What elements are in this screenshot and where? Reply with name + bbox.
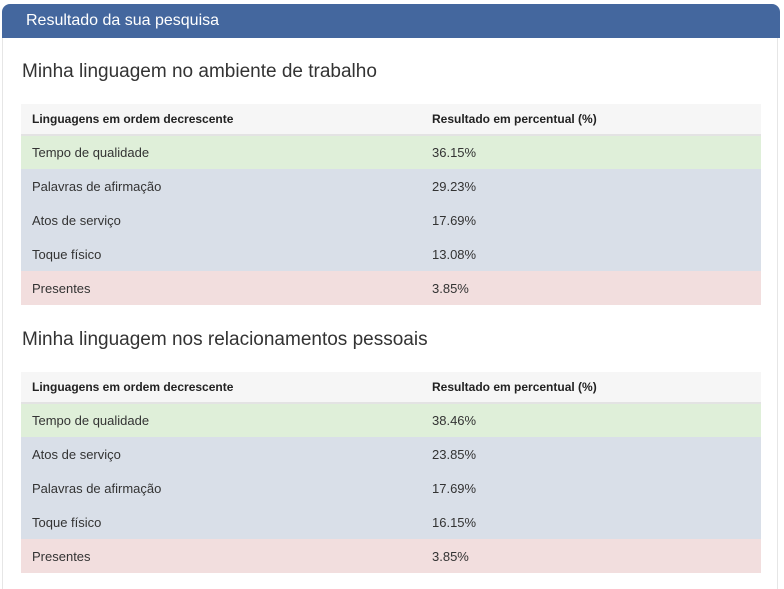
language-cell: Palavras de afirmação [21, 169, 421, 203]
percent-cell: 17.69% [421, 203, 761, 237]
section-title-personal: Minha linguagem nos relacionamentos pess… [22, 329, 428, 350]
column-header-percent: Resultado em percentual (%) [421, 104, 761, 136]
percent-cell: 17.69% [421, 471, 761, 505]
language-cell: Tempo de qualidade [21, 135, 421, 169]
language-cell: Toque físico [21, 237, 421, 271]
panel-body [2, 38, 778, 589]
table-header-row: Linguagens em ordem decrescente Resultad… [21, 104, 761, 136]
percent-cell: 16.15% [421, 505, 761, 539]
table-row: Palavras de afirmação 17.69% [21, 471, 761, 505]
language-cell: Atos de serviço [21, 203, 421, 237]
table-row: Toque físico 16.15% [21, 505, 761, 539]
percent-cell: 3.85% [421, 539, 761, 573]
table-row: Atos de serviço 23.85% [21, 437, 761, 471]
language-cell: Presentes [21, 271, 421, 305]
column-header-language: Linguagens em ordem decrescente [21, 372, 421, 404]
column-header-language: Linguagens em ordem decrescente [21, 104, 421, 136]
table-header-row: Linguagens em ordem decrescente Resultad… [21, 372, 761, 404]
language-cell: Presentes [21, 539, 421, 573]
results-table-work: Linguagens em ordem decrescente Resultad… [21, 104, 761, 305]
table-row: Presentes 3.85% [21, 539, 761, 573]
results-table-personal: Linguagens em ordem decrescente Resultad… [21, 372, 761, 573]
panel-header: Resultado da sua pesquisa [2, 4, 780, 38]
section-title-work: Minha linguagem no ambiente de trabalho [22, 61, 377, 82]
language-cell: Atos de serviço [21, 437, 421, 471]
language-cell: Toque físico [21, 505, 421, 539]
language-cell: Palavras de afirmação [21, 471, 421, 505]
percent-cell: 36.15% [421, 135, 761, 169]
percent-cell: 38.46% [421, 403, 761, 437]
table-row: Presentes 3.85% [21, 271, 761, 305]
table-row: Atos de serviço 17.69% [21, 203, 761, 237]
percent-cell: 23.85% [421, 437, 761, 471]
panel-title: Resultado da sua pesquisa [26, 12, 220, 29]
table-row: Tempo de qualidade 36.15% [21, 135, 761, 169]
percent-cell: 3.85% [421, 271, 761, 305]
column-header-percent: Resultado em percentual (%) [421, 372, 761, 404]
percent-cell: 13.08% [421, 237, 761, 271]
percent-cell: 29.23% [421, 169, 761, 203]
table-row: Tempo de qualidade 38.46% [21, 403, 761, 437]
table-row: Palavras de afirmação 29.23% [21, 169, 761, 203]
table-row: Toque físico 13.08% [21, 237, 761, 271]
language-cell: Tempo de qualidade [21, 403, 421, 437]
